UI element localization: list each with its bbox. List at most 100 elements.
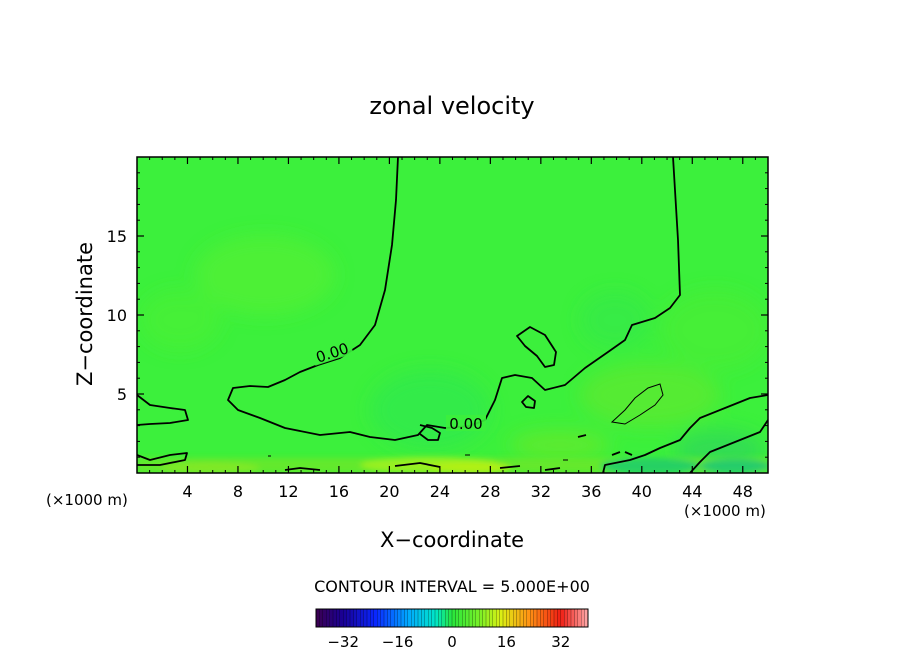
colorbar-swatch-14 (363, 609, 368, 627)
x-tick-label-8: 36 (581, 482, 601, 501)
colorbar-swatch-63 (530, 609, 534, 627)
contour-lines (137, 157, 768, 473)
colorbar-swatch-26 (404, 609, 409, 627)
colorbar-swatch-62 (526, 609, 531, 627)
contour-small-loop (521, 395, 536, 409)
colorbar-swatch-73 (564, 609, 568, 627)
colorbar-swatch-35 (435, 609, 439, 627)
colorbar-tick-label-4: 32 (551, 633, 570, 651)
colorbar-swatch-21 (387, 609, 392, 627)
colorbar-swatch-11 (353, 609, 358, 627)
x-tick-label-5: 24 (430, 482, 450, 501)
colorbar-swatch-66 (540, 609, 545, 627)
x-axis-label: X−coordinate (380, 528, 524, 552)
colorbar-swatch-22 (390, 609, 395, 627)
colorbar-swatch-41 (455, 609, 460, 627)
colorbar-swatch-3 (326, 609, 330, 627)
x-tick-label-7: 32 (531, 482, 551, 501)
colorbar-swatch-43 (462, 609, 466, 627)
colorbar-swatch-44 (465, 609, 470, 627)
contour-left-bottom (137, 452, 188, 466)
colorbar-swatch-33 (428, 609, 432, 627)
colorbar-swatch-51 (489, 609, 494, 627)
colorbar-swatch-70 (554, 609, 558, 627)
x-tick-label-10: 44 (682, 482, 702, 501)
colorbar-swatch-28 (411, 609, 415, 627)
colorbar-swatch-23 (394, 609, 398, 627)
y-tick-label-0: 5 (117, 385, 127, 404)
colorbar-swatch-74 (567, 609, 572, 627)
contour-left-wedge (137, 394, 189, 426)
colorbar-swatch-47 (475, 609, 480, 627)
colorbar-swatch-42 (458, 609, 463, 627)
colorbar-swatch-17 (373, 609, 378, 627)
contour-surface-dash (284, 434, 633, 471)
colorbar-swatch-27 (407, 609, 412, 627)
plot-area: 0.00 0.00 (137, 157, 768, 473)
x-tick-label-2: 12 (278, 482, 298, 501)
x-tick-label-3: 16 (329, 482, 349, 501)
contour-mid-dip (419, 424, 441, 441)
colorbar-swatch-37 (441, 609, 446, 627)
x-tick-label-6: 28 (480, 482, 500, 501)
contour-lines-thin (268, 383, 664, 461)
colorbar-swatch-77 (577, 609, 582, 627)
colorbar-swatch-34 (431, 609, 436, 627)
colorbar-swatch-65 (537, 609, 541, 627)
colorbar-swatch-56 (506, 609, 511, 627)
colorbar-swatch-52 (492, 609, 497, 627)
y-axis-label: Z−coordinate (73, 242, 97, 386)
colorbar-swatch-49 (482, 609, 487, 627)
colorbar-swatch-38 (445, 609, 449, 627)
colorbar-swatch-16 (370, 609, 375, 627)
contour-zero-main (227, 157, 681, 441)
contour-right-lower (602, 394, 768, 473)
y-axis: 5 10 15 (107, 172, 768, 458)
contour-zero-upper (516, 326, 557, 368)
colorbar-swatch-39 (448, 609, 453, 627)
colorbar-swatch-0 (316, 609, 320, 627)
colorbar-frame (315, 608, 589, 628)
colorbar-swatch-12 (356, 609, 361, 627)
colorbar-ticks: −32 −16 0 16 32 (327, 633, 570, 651)
x-tick-label-0: 4 (182, 482, 192, 501)
colorbar (315, 608, 589, 628)
contour-right-bottom (689, 419, 768, 473)
colorbar-swatch-7 (339, 609, 344, 627)
contour-interval: CONTOUR INTERVAL = 5.000E+00 (314, 577, 590, 596)
colorbar-swatch-79 (584, 609, 589, 627)
colorbar-swatch-46 (472, 609, 477, 627)
colorbar-swatch-24 (397, 609, 402, 627)
colorbar-swatch-1 (319, 609, 324, 627)
colorbar-tick-label-3: 16 (497, 633, 516, 651)
colorbar-swatch-10 (350, 609, 354, 627)
colorbar-swatch-29 (414, 609, 419, 627)
colorbar-swatch-31 (421, 609, 426, 627)
colorbar-tick-label-0: −32 (327, 633, 359, 651)
colorbar-swatch-64 (533, 609, 538, 627)
chart-title: zonal velocity (369, 92, 534, 120)
colorbar-swatch-78 (581, 609, 585, 627)
colorbar-swatch-76 (574, 609, 579, 627)
y-tick-label-2: 15 (107, 227, 127, 246)
colorbar-swatch-69 (550, 609, 555, 627)
colorbar-swatch-6 (336, 609, 341, 627)
surface-shading (137, 457, 768, 473)
colorbar-swatch-15 (367, 609, 371, 627)
colorbar-swatch-25 (401, 609, 405, 627)
colorbar-swatch-19 (380, 609, 385, 627)
colorbar-swatch-30 (418, 609, 422, 627)
colorbar-swatch-72 (560, 609, 565, 627)
colorbar-tick-label-2: 0 (447, 633, 457, 651)
colorbar-swatch-18 (377, 609, 381, 627)
x-unit-right: (×1000 m) (684, 502, 766, 520)
colorbar-swatch-48 (479, 609, 483, 627)
colorbar-swatch-67 (543, 609, 548, 627)
x-unit-left: (×1000 m) (46, 491, 128, 509)
colorbar-swatch-71 (557, 609, 562, 627)
contour-label-2: 0.00 (449, 415, 482, 433)
colorbar-swatch-54 (499, 609, 504, 627)
y-tick-label-1: 10 (107, 306, 127, 325)
colorbar-swatch-5 (333, 609, 337, 627)
colorbar-swatch-2 (322, 609, 327, 627)
